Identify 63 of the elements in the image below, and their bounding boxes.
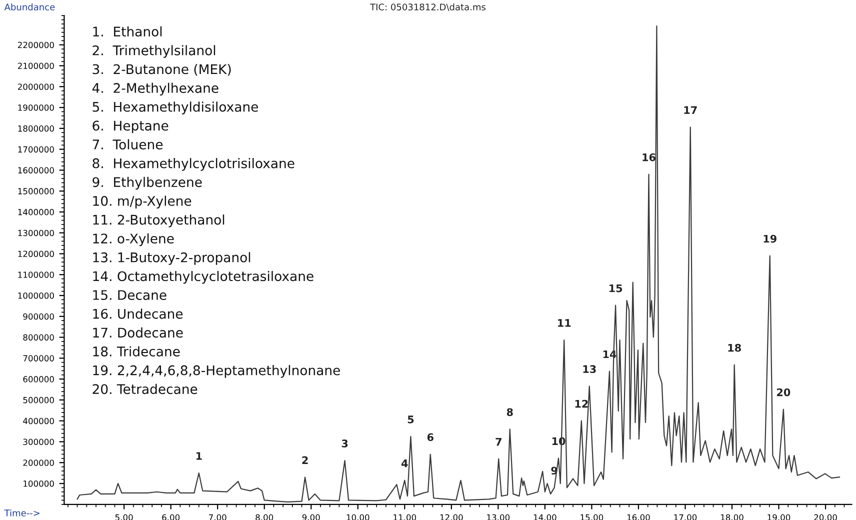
x-axis-title: Time--> — [4, 509, 40, 516]
y-tick-label: 400000 — [23, 418, 54, 424]
annotation: 9. Ethylbenzene — [92, 176, 202, 190]
y-tick-label: 900000 — [23, 313, 54, 320]
annotation: 11. 2-Butoxyethanol — [93, 214, 224, 228]
annotation: 20. Tetradecane — [92, 384, 198, 394]
annotation: 16 — [642, 153, 656, 162]
y-tick-label: 500000 — [23, 396, 54, 404]
y-tick-label: 1900000 — [18, 104, 54, 111]
annotation: 7. Toluene — [92, 139, 163, 150]
annotation: 8. Hexamethylcyclotrisiloxane — [92, 158, 294, 171]
annotation: 18. Tridecane — [93, 346, 180, 356]
annotation: 17. Dodecane — [93, 327, 183, 338]
y-tick-label: 300000 — [23, 438, 54, 446]
annotation: 20 — [777, 388, 790, 396]
annotation: 4. 2-Methylhexane — [92, 82, 218, 96]
y-tick-label: 2000000 — [18, 84, 54, 90]
y-tick-label: 700000 — [23, 355, 54, 362]
annotation: 2 — [302, 456, 308, 464]
annotation: 5. Hexamethyldisiloxane — [92, 102, 258, 114]
annotation: 10. m/p-Xylene — [93, 196, 192, 208]
y-tick-label: 1100000 — [18, 272, 54, 278]
y-axis-title: Abundance — [4, 3, 55, 10]
annotation: 2. Trimethylsilanol — [92, 45, 216, 58]
annotation: 13. 1-Butoxy-2-propanol — [93, 252, 250, 265]
annotation: 13 — [583, 365, 596, 374]
annotation: 5 — [408, 416, 414, 424]
annotation: 3. 2-Butanone (MEK) — [92, 64, 231, 76]
annotation: 16. Undecane — [93, 308, 183, 319]
y-tick-label: 1700000 — [18, 146, 54, 153]
annotation: 8 — [506, 408, 513, 416]
annotation: 3 — [342, 440, 348, 448]
y-tick-label: 1300000 — [18, 230, 54, 236]
y-tick-label: 1400000 — [18, 208, 54, 216]
annotation: 6 — [427, 433, 434, 442]
annotation: 18 — [728, 344, 741, 352]
annotation: 1. Ethanol — [93, 26, 162, 37]
annotation: 11 — [558, 319, 571, 327]
y-tick-label: 200000 — [23, 460, 54, 466]
annotation: 12 — [575, 400, 588, 408]
y-tick-label: 1800000 — [18, 125, 54, 132]
annotation: 14. Octamethylcyclotetrasiloxane — [93, 270, 314, 284]
annotation: 1 — [196, 452, 202, 460]
annotation: 7 — [496, 438, 502, 446]
annotation: 15. Decane — [93, 290, 166, 300]
annotation: 6. Heptane — [92, 120, 168, 134]
annotation: 15 — [609, 284, 622, 292]
y-tick-label: 1500000 — [18, 188, 54, 194]
y-tick-label: 2200000 — [18, 42, 54, 48]
y-tick-label: 2100000 — [18, 62, 54, 70]
y-tick-label: 600000 — [23, 376, 54, 382]
y-tick-label: 1200000 — [18, 250, 54, 258]
annotation: 19. 2,2,4,4,6,8,8-Heptamethylnonane — [93, 365, 340, 378]
y-tick-label: 800000 — [23, 334, 54, 341]
annotation: 17 — [684, 106, 697, 114]
y-tick-label: 1000000 — [18, 292, 54, 299]
line-series — [76, 25, 840, 502]
chart-title: TIC: 05031812.D\data.ms — [370, 3, 486, 12]
y-tick-label: 100000 — [24, 480, 54, 487]
annotation: 4 — [401, 460, 408, 468]
y-tick-label: 1600000 — [18, 167, 54, 174]
annotation: 12. o-Xylene — [93, 233, 174, 246]
annotation: 19 — [764, 234, 776, 243]
